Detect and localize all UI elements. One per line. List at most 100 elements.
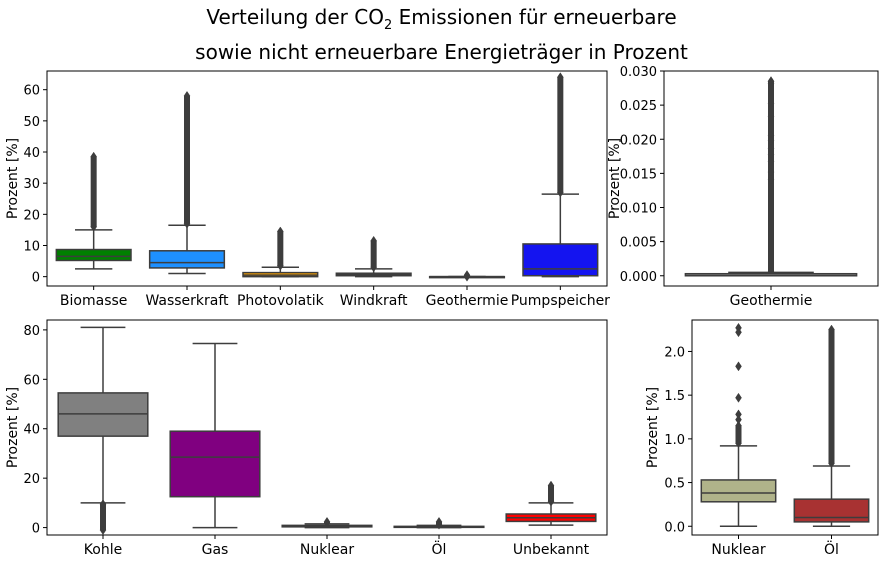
box-iqr — [169, 430, 261, 498]
plot-frame — [691, 319, 879, 536]
y-tick-label: 0 — [32, 522, 40, 537]
y-tick-label: 0.025 — [620, 99, 657, 114]
x-tick-label: Pumpspeicher — [511, 293, 610, 309]
x-tick-label: Öl — [824, 540, 839, 558]
x-tick-label: Geothermie — [730, 293, 813, 309]
outliers-high — [557, 77, 564, 193]
box-kohle — [57, 326, 149, 536]
y-tick-label: 30 — [23, 177, 40, 192]
outliers-high — [735, 425, 742, 444]
outlier-point — [735, 392, 742, 403]
x-tick-label: Wasserkraft — [145, 293, 229, 309]
y-tick-label: 0.030 — [620, 65, 657, 80]
x-tick-label: Öl — [432, 540, 447, 558]
y-tick-label: 60 — [23, 84, 40, 99]
outlier-point — [735, 361, 742, 372]
outliers-high — [277, 231, 284, 266]
y-tick-label: 0.005 — [620, 236, 657, 251]
y-tick-label: 0.010 — [620, 202, 657, 217]
y-axis-label: Prozent [%] — [5, 138, 21, 219]
title-line-2: sowie nicht erneuerbare Energieträger in… — [195, 40, 688, 64]
x-tick-label: Gas — [202, 542, 229, 558]
outliers-high-top — [547, 480, 555, 491]
x-tick-label: Nuklear — [711, 542, 766, 558]
plot-frame — [46, 319, 608, 536]
y-axis-label: Prozent [%] — [5, 387, 21, 468]
box-iqr — [148, 250, 226, 269]
y-axis-label: Prozent [%] — [645, 387, 661, 468]
y-tick-label: 20 — [23, 208, 40, 223]
box-geothermie — [684, 76, 858, 277]
y-tick-label: 1.5 — [664, 389, 685, 404]
y-tick-label: 80 — [23, 324, 40, 339]
y-tick-label: 0.015 — [620, 167, 657, 182]
x-tick-label: Photovolatik — [237, 293, 325, 309]
x-tick-label: Windkraft — [340, 293, 408, 309]
y-tick-label: 10 — [23, 239, 40, 254]
y-tick-label: 0.5 — [664, 477, 685, 492]
x-tick-label: Geothermie — [426, 293, 509, 309]
outlier-point — [767, 78, 775, 89]
box-nuklear — [281, 516, 373, 529]
outliers-high — [90, 156, 97, 227]
box-photovolatik — [242, 226, 319, 278]
y-tick-label: 2.0 — [664, 345, 685, 360]
x-tick-label: Biomasse — [60, 293, 127, 309]
y-tick-label: 20 — [23, 472, 40, 487]
outlier-point — [767, 111, 775, 122]
y-tick-label: 0 — [32, 271, 40, 286]
box-gas — [169, 342, 261, 529]
box-iqr — [793, 498, 870, 523]
plot-frame — [663, 70, 879, 287]
box-nuklear — [700, 322, 777, 528]
y-tick-label: 50 — [23, 115, 40, 130]
outliers-high — [370, 240, 377, 268]
plot-frame — [46, 70, 608, 287]
x-tick-label: Kohle — [84, 542, 122, 558]
outliers-high-top — [735, 420, 742, 431]
title-subscript: 2 — [383, 18, 393, 33]
outliers-high-top — [370, 235, 377, 246]
box-iqr — [700, 479, 777, 503]
outlier-point — [735, 327, 742, 338]
outliers-high-top — [277, 226, 284, 237]
box-iqr — [55, 248, 132, 262]
box-iqr — [522, 243, 599, 277]
box-öl — [393, 516, 485, 530]
outlier-point — [735, 414, 742, 425]
panel-fossil: 0 20 40 60 80 Prozent [%] Kohle Gas Nuklear Öl Unb… — [5, 319, 608, 558]
y-tick-label: 1.0 — [664, 433, 685, 448]
y-tick-label: 0.000 — [620, 270, 657, 285]
outliers-high — [184, 95, 190, 224]
y-tick-label: 0.020 — [620, 133, 657, 148]
box-pumpspeicher — [522, 72, 599, 278]
x-tick-label: Nuklear — [300, 542, 355, 558]
outliers-low — [100, 504, 106, 531]
panel-renewables: 0 10 20 30 40 50 60 Prozent [%] Biomasse Wasserkr… — [5, 70, 610, 309]
box-windkraft — [335, 235, 412, 278]
outliers-high-top — [828, 324, 835, 335]
box-geothermie — [428, 270, 506, 282]
y-tick-label: 40 — [23, 423, 40, 438]
outliers-high-top — [557, 72, 564, 83]
box-unbekannt — [505, 480, 597, 526]
y-tick-label: 60 — [23, 373, 40, 388]
outliers-high — [828, 329, 835, 464]
outliers-high-top — [183, 90, 191, 101]
x-tick-label: Unbekannt — [513, 542, 590, 558]
y-axis-label: Prozent [%] — [607, 138, 623, 219]
outlier-point — [767, 98, 775, 109]
y-tick-label: 40 — [23, 146, 40, 161]
y-tick-label: 0.0 — [664, 520, 685, 535]
title-line-1: Verteilung der CO2 Emissionen für erneue… — [206, 5, 677, 33]
chart-title: Verteilung der CO2 Emissionen für erneue… — [0, 4, 883, 65]
outliers-high — [548, 485, 554, 502]
panel-nuklear-oel: 0.0 0.5 1.0 1.5 2.0 Prozent [%] Nuklear Öl — [645, 319, 879, 558]
panel-geothermie: 0.000 0.005 0.010 0.015 0.020 0.025 0.030 Proze… — [607, 65, 879, 309]
box-biomasse — [55, 151, 132, 270]
outliers-high-top — [90, 151, 97, 162]
box-wasserkraft — [148, 90, 226, 275]
box-öl — [793, 324, 870, 528]
outlier-point — [767, 174, 775, 185]
